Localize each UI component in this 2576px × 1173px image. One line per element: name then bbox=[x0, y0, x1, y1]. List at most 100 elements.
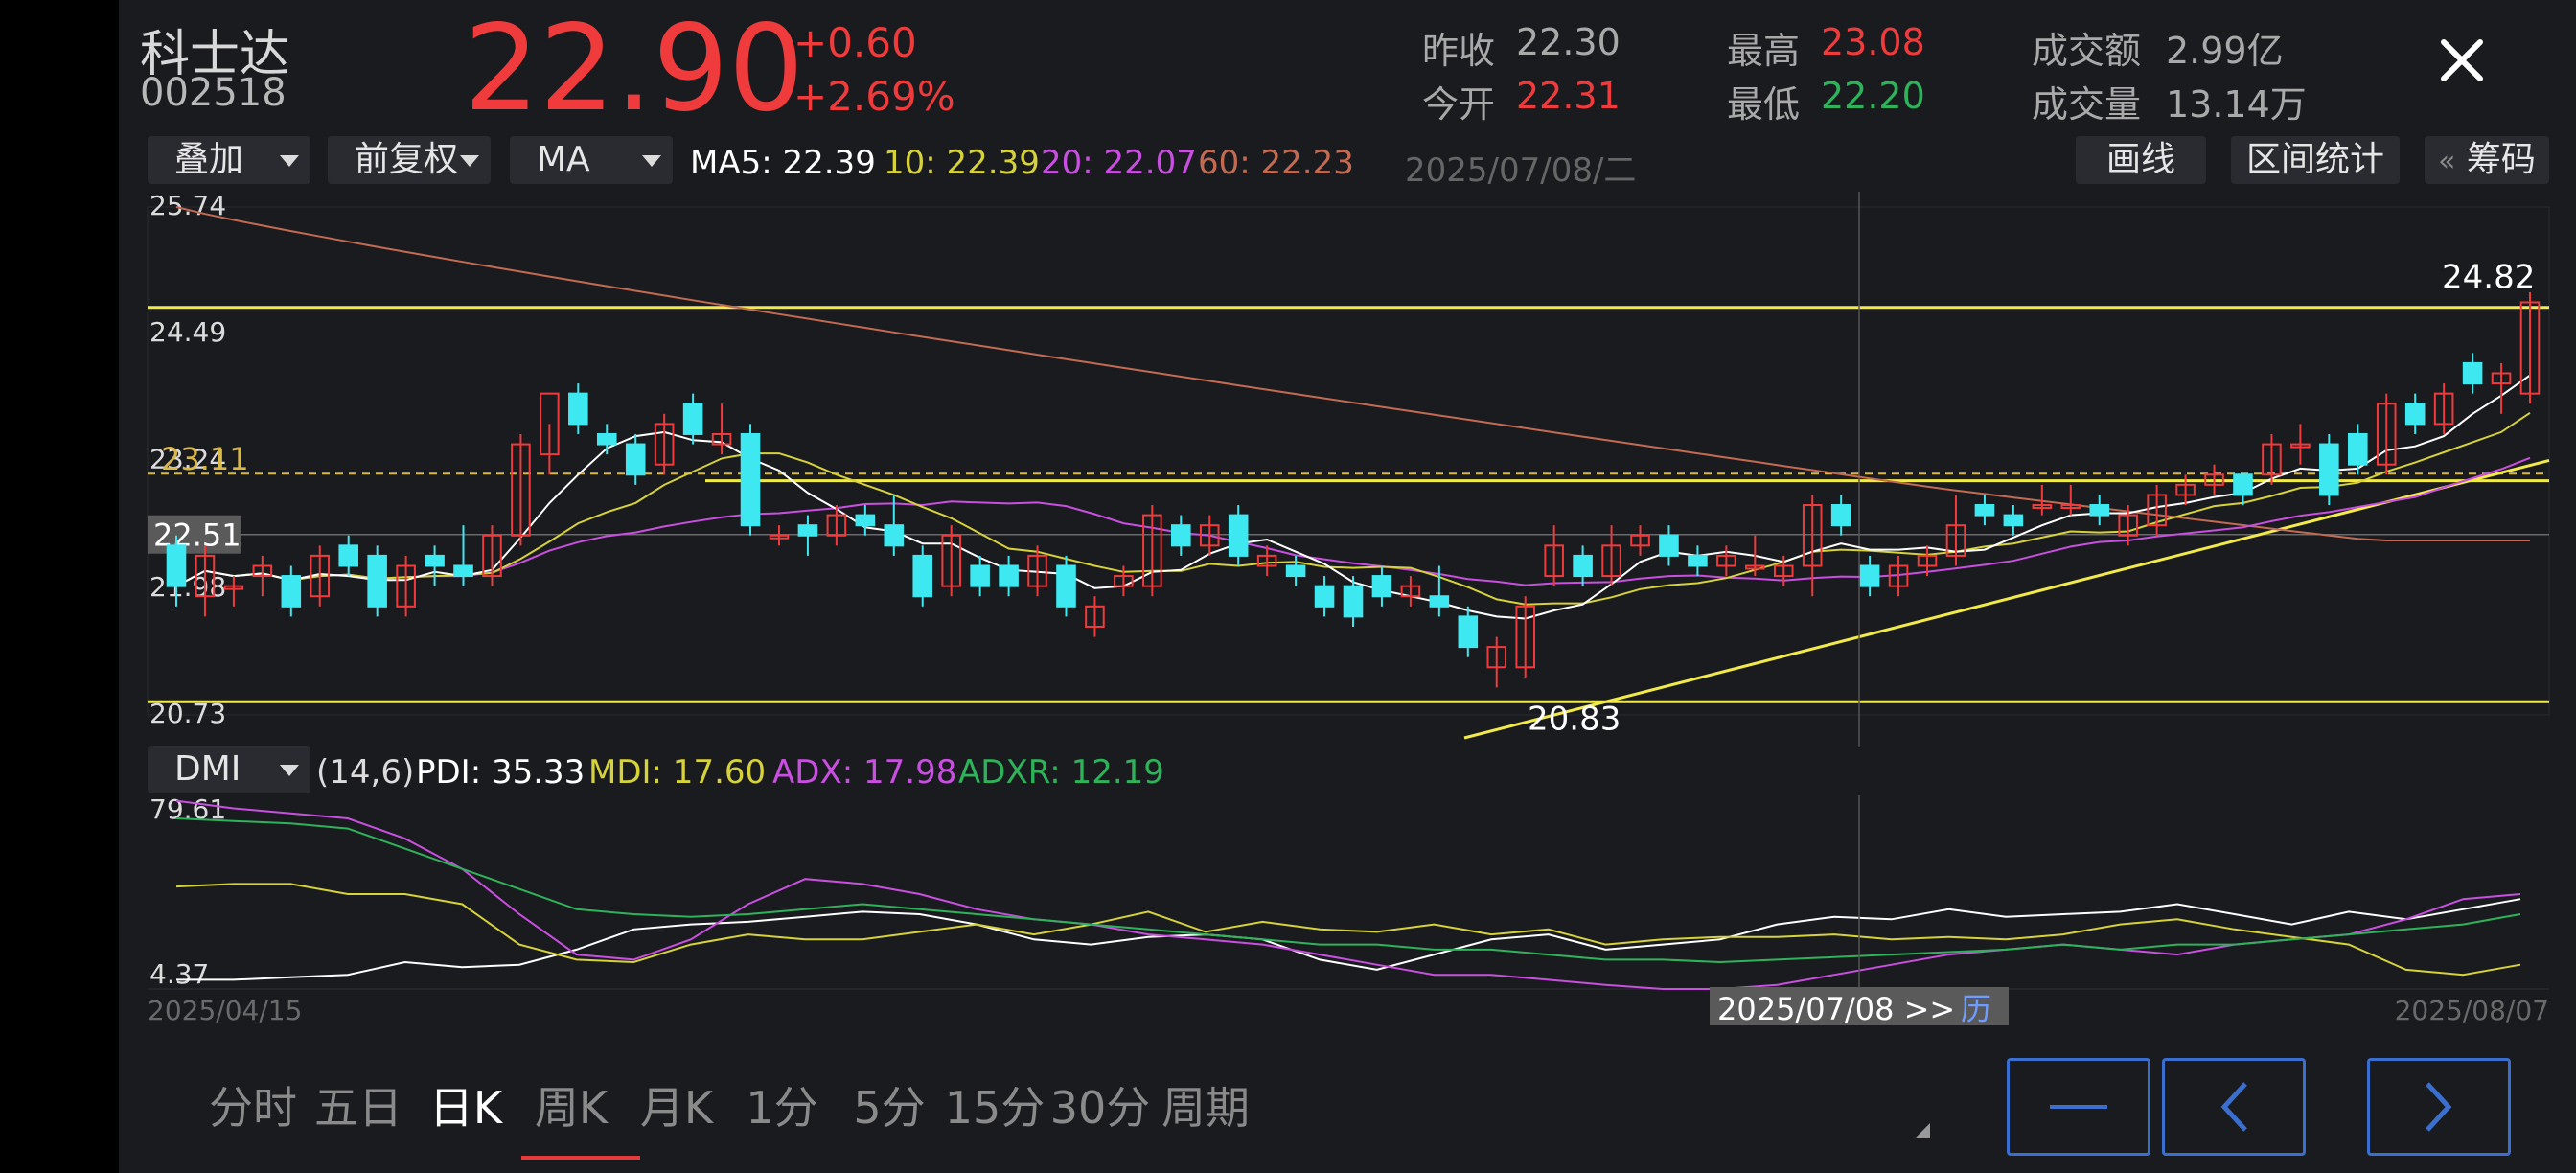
tab-7[interactable]: 15分 bbox=[944, 1082, 1046, 1134]
candle-up bbox=[223, 585, 244, 590]
candle-down bbox=[2462, 361, 2483, 385]
candle-down bbox=[568, 392, 588, 426]
dmi-dropdown[interactable]: DMI bbox=[148, 746, 310, 794]
indicator-dropdown-label: MA bbox=[537, 140, 590, 179]
candle-down bbox=[596, 432, 617, 446]
candle-down bbox=[1688, 554, 1708, 567]
candle-down bbox=[2319, 443, 2339, 496]
date-end: 2025/08/07 bbox=[2395, 995, 2549, 1025]
close-icon[interactable] bbox=[2428, 27, 2496, 94]
tab-0[interactable]: 分时 bbox=[209, 1082, 297, 1134]
zoom-out-button[interactable] bbox=[2007, 1058, 2150, 1156]
tab-9[interactable]: 周期 bbox=[1162, 1082, 1250, 1134]
candle-down bbox=[1659, 534, 1679, 557]
dmi-dropdown-label: DMI bbox=[174, 749, 242, 789]
candle-up bbox=[540, 392, 560, 456]
candle-up bbox=[2147, 494, 2167, 527]
overlay-dropdown-label: 叠加 bbox=[174, 140, 244, 179]
ma60-line bbox=[175, 206, 2530, 541]
candle-down bbox=[2089, 504, 2110, 517]
cursor-date-tag-label: 2025/07/08 >> bbox=[1717, 991, 1955, 1025]
chevron-left-icon bbox=[2220, 1082, 2247, 1132]
candle-down bbox=[1371, 575, 1392, 598]
candle-down bbox=[1314, 585, 1335, 608]
candle-up bbox=[2519, 301, 2541, 395]
candle-up bbox=[511, 443, 531, 537]
date-start: 2025/04/15 bbox=[148, 995, 302, 1025]
candle-up bbox=[711, 432, 732, 446]
candle-down bbox=[425, 554, 445, 567]
candle-up bbox=[1802, 504, 1823, 567]
chart-frame bbox=[147, 206, 2550, 716]
candle-down bbox=[1228, 514, 1249, 557]
candle-up bbox=[1199, 524, 1220, 547]
open-value: 22.31 bbox=[1516, 75, 1621, 117]
open-label: 今开 bbox=[1422, 83, 1496, 126]
candle-up bbox=[826, 514, 847, 537]
cursor-date-tag bbox=[1710, 987, 2009, 1025]
chevron-down-icon bbox=[642, 155, 661, 167]
candle-down bbox=[1343, 585, 1364, 618]
tab-1[interactable]: 五日 bbox=[314, 1082, 402, 1134]
candle-up bbox=[1601, 544, 1622, 578]
tab-3[interactable]: 周K bbox=[534, 1082, 609, 1134]
overlay-dropdown[interactable]: 叠加 bbox=[148, 136, 310, 184]
chevron-down-icon bbox=[280, 155, 299, 167]
max-annotation: 24.82 bbox=[2442, 258, 2535, 296]
candle-down bbox=[338, 544, 358, 567]
candle-up bbox=[195, 554, 216, 598]
volume-value: 13.14万 bbox=[2166, 83, 2307, 126]
dmi-adxr-line bbox=[175, 817, 2521, 964]
draw-line-button[interactable]: 画线 bbox=[2076, 136, 2206, 184]
indicator-dropdown[interactable]: MA bbox=[510, 136, 673, 184]
scroll-left-button[interactable] bbox=[2162, 1058, 2306, 1156]
tab-2[interactable]: 日K bbox=[428, 1082, 503, 1134]
candle-up bbox=[2118, 514, 2138, 537]
scroll-right-button[interactable] bbox=[2367, 1058, 2511, 1156]
high-value: 23.08 bbox=[1821, 21, 1925, 63]
candle-down bbox=[740, 432, 761, 527]
dmi-params: (14,6) bbox=[316, 753, 415, 792]
y-axis-label: 24.49 bbox=[150, 316, 226, 348]
chevron-right-icon bbox=[2426, 1082, 2452, 1132]
candle-down bbox=[797, 524, 818, 537]
candle-up bbox=[1027, 554, 1047, 587]
dmi-y-label-min: 4.37 bbox=[150, 958, 209, 990]
minus-icon bbox=[2050, 1105, 2107, 1109]
candle-up bbox=[2204, 473, 2224, 486]
ma10-value: 10: 22.39 bbox=[884, 144, 1040, 182]
candle-up bbox=[769, 534, 790, 540]
range-stats-label: 区间统计 bbox=[2245, 140, 2384, 179]
ma5-value: MA5: 22.39 bbox=[690, 144, 876, 182]
cursor-date-history-link: 历 bbox=[1961, 991, 1991, 1025]
adjust-dropdown[interactable]: 前复权 bbox=[328, 136, 491, 184]
candle-up bbox=[1773, 564, 1794, 578]
chevron-down-icon bbox=[280, 765, 299, 776]
candle-up bbox=[1515, 605, 1535, 669]
candle-down bbox=[1056, 564, 1076, 608]
volume-label: 成交量 bbox=[2032, 83, 2142, 126]
candle-up bbox=[2290, 443, 2311, 448]
tab-5[interactable]: 1分 bbox=[746, 1082, 818, 1134]
tab-4[interactable]: 月K bbox=[639, 1082, 714, 1134]
dmi-mdi-line bbox=[175, 883, 2521, 977]
chips-button[interactable]: « 筹码 bbox=[2425, 136, 2549, 184]
adjust-dropdown-label: 前复权 bbox=[355, 140, 459, 179]
candle-up bbox=[1630, 534, 1650, 547]
range-stats-button[interactable]: 区间统计 bbox=[2231, 136, 2400, 184]
chevron-left-double-icon: « bbox=[2438, 145, 2456, 178]
tab-8[interactable]: 30分 bbox=[1049, 1082, 1151, 1134]
candle-up bbox=[310, 554, 331, 598]
candle-down bbox=[1429, 595, 1450, 608]
candle-down bbox=[1974, 504, 1995, 517]
low-label: 最低 bbox=[1727, 83, 1801, 126]
candle-up bbox=[2376, 402, 2397, 466]
current-price: 22.90 bbox=[464, 0, 804, 138]
candle-down bbox=[1285, 564, 1306, 578]
current-price-tag bbox=[148, 515, 242, 554]
tab-6[interactable]: 5分 bbox=[853, 1082, 926, 1134]
stock-name: 科士达 bbox=[140, 26, 290, 83]
candle-up bbox=[1142, 514, 1162, 587]
candlestick-chart[interactable]: 25.7424.4923.2421.9820.7323.1122.5124.82… bbox=[119, 192, 2576, 748]
